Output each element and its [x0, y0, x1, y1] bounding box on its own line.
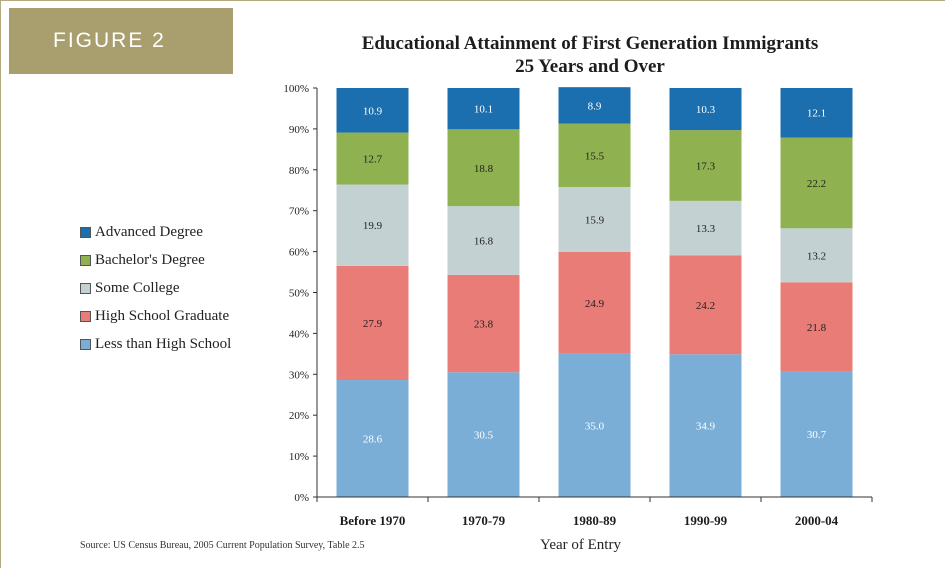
- data-label: 30.5: [474, 430, 494, 442]
- y-tick-label: 90%: [289, 124, 309, 136]
- x-tick-label: 1970-79: [462, 513, 506, 528]
- bar-segment: [780, 371, 853, 497]
- data-label: 35.0: [585, 420, 605, 432]
- x-tick-label: 1990-99: [684, 513, 728, 528]
- bar-segment: [558, 186, 631, 253]
- y-tick-label: 70%: [289, 206, 309, 218]
- bar-segment: [558, 252, 631, 354]
- legend-label: Some College: [95, 279, 180, 296]
- x-axis-title: Year of Entry: [540, 537, 621, 553]
- data-label: 10.9: [363, 105, 383, 117]
- legend-swatch: [80, 226, 91, 238]
- bar-segment: [558, 123, 631, 187]
- bar-segment: [669, 255, 742, 355]
- y-tick-label: 0%: [294, 492, 309, 504]
- bar-segment: [780, 137, 853, 229]
- data-label: 17.3: [696, 161, 716, 173]
- bar-segment: [780, 228, 853, 283]
- data-label: 12.7: [363, 154, 383, 166]
- bar-segment: [669, 354, 742, 497]
- legend-label: Less than High School: [95, 335, 232, 352]
- legend-item: High School Graduate: [80, 302, 231, 330]
- legend-swatch: [80, 310, 91, 322]
- legend-swatch: [80, 254, 91, 266]
- data-label: 18.8: [474, 163, 494, 175]
- data-label: 24.9: [585, 298, 605, 310]
- data-label: 8.9: [588, 100, 602, 112]
- bar-segment: [447, 372, 520, 497]
- data-label: 21.8: [807, 322, 827, 334]
- x-tick-label: Before 1970: [340, 513, 406, 528]
- legend-item: Bachelor's Degree: [80, 246, 231, 274]
- data-label: 15.9: [585, 214, 605, 226]
- y-tick-label: 80%: [289, 165, 309, 177]
- data-label: 22.2: [807, 178, 826, 190]
- y-tick-label: 30%: [289, 369, 309, 381]
- legend-item: Advanced Degree: [80, 218, 231, 246]
- legend-label: High School Graduate: [95, 307, 230, 324]
- figure-label: FIGURE 2: [9, 8, 233, 74]
- bar-segment: [336, 380, 409, 497]
- bar-segment: [558, 87, 631, 124]
- data-label: 12.1: [807, 108, 826, 120]
- chart-title: Educational Attainment of First Generati…: [270, 32, 910, 78]
- data-label: 10.3: [696, 104, 716, 116]
- data-label: 19.9: [363, 220, 383, 232]
- y-tick-label: 50%: [289, 288, 309, 300]
- data-label: 15.5: [585, 150, 605, 162]
- legend-swatch: [80, 282, 91, 294]
- source-note: Source: US Census Bureau, 2005 Current P…: [80, 540, 365, 551]
- data-label: 16.8: [474, 236, 494, 248]
- bar-segment: [447, 274, 520, 373]
- data-label: 30.7: [807, 429, 827, 441]
- legend-swatch: [80, 338, 91, 350]
- bar-segment: [558, 353, 631, 497]
- y-tick-label: 60%: [289, 247, 309, 259]
- data-label: 24.2: [696, 300, 715, 312]
- bar-segment: [669, 130, 742, 201]
- x-tick-label: 2000-04: [795, 513, 839, 528]
- x-tick-label: 1980-89: [573, 513, 617, 528]
- y-tick-label: 10%: [289, 451, 309, 463]
- bar-segment: [447, 206, 520, 275]
- y-tick-label: 20%: [289, 410, 309, 422]
- data-label: 13.3: [696, 223, 716, 235]
- bar-segment: [447, 129, 520, 207]
- bar-segment: [669, 88, 742, 131]
- legend-item: Less than High School: [80, 330, 231, 358]
- chart-title-line: Educational Attainment of First Generati…: [361, 33, 819, 54]
- y-tick-label: 40%: [289, 328, 309, 340]
- bar-segment: [447, 88, 520, 130]
- data-label: 23.8: [474, 319, 494, 331]
- legend-item: Some College: [80, 274, 231, 302]
- data-label: 13.2: [807, 250, 826, 262]
- chart-subtitle: 25 Years and Over: [515, 56, 665, 77]
- bar-segment: [336, 265, 409, 381]
- chart-legend: Advanced Degree Bachelor's Degree Some C…: [80, 218, 231, 358]
- bar-segment: [780, 88, 853, 138]
- data-label: 10.1: [474, 104, 493, 116]
- bar-segment: [669, 200, 742, 256]
- bar-segment: [336, 132, 409, 185]
- bar-segment: [336, 184, 409, 266]
- y-tick-label: 100%: [283, 83, 309, 95]
- bar-segment: [780, 282, 853, 372]
- data-label: 28.6: [363, 434, 383, 446]
- data-label: 34.9: [696, 421, 716, 433]
- legend-label: Advanced Degree: [95, 223, 203, 240]
- bar-segment: [336, 88, 409, 133]
- legend-label: Bachelor's Degree: [95, 251, 205, 268]
- data-label: 27.9: [363, 318, 383, 330]
